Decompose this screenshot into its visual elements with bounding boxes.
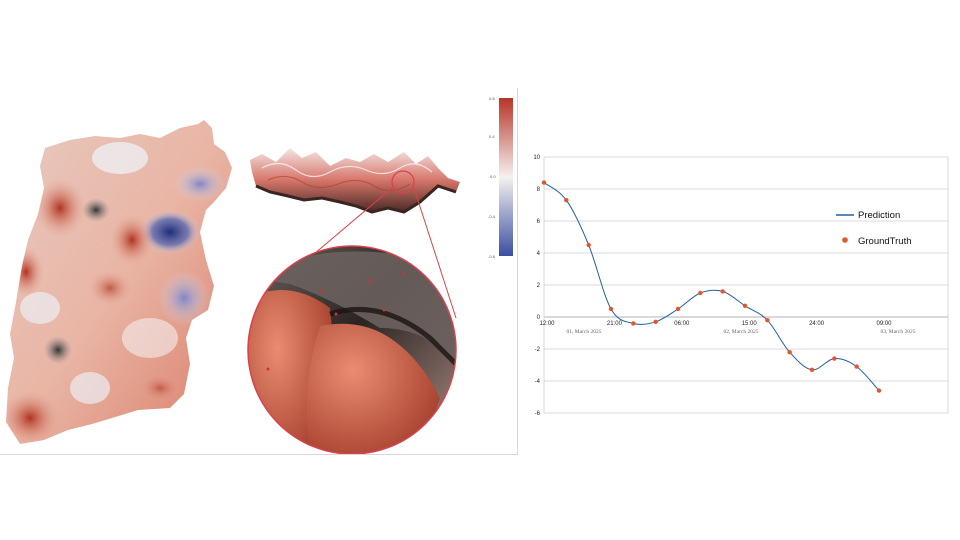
legend-label-prediction: Prediction [858, 210, 900, 221]
y-tick-label: -2 [535, 347, 541, 353]
x-tick-label: 09:00 [876, 321, 892, 327]
chart-grid [543, 156, 949, 414]
y-tick-label: 8 [537, 187, 541, 193]
colorbar-gradient [499, 98, 513, 256]
data-point [586, 242, 591, 248]
y-tick-label: -4 [535, 379, 541, 385]
line-chart: 10 8 6 4 2 0 -2 -4 -6 12:00 21:00 06:00 15:00 24:00 0… [533, 155, 949, 417]
data-point [765, 318, 770, 323]
legend-label-groundtruth: GroundTruth [858, 236, 912, 247]
y-tick-label: 0 [537, 315, 541, 321]
data-point [608, 306, 614, 312]
y-tick-label: 10 [533, 155, 540, 161]
data-point [541, 180, 547, 185]
data-point [698, 290, 703, 296]
y-tick-label: 4 [537, 251, 541, 257]
data-point [787, 350, 792, 355]
data-point [675, 306, 681, 312]
colorbar-tick: -0.8 [488, 254, 496, 259]
data-point [653, 319, 658, 324]
colorbar-tick: -0.4 [488, 214, 496, 219]
data-point [832, 356, 837, 361]
date-label: 01, March 2025 [567, 329, 602, 335]
x-axis: 12:00 21:00 06:00 15:00 24:00 09:00 [539, 321, 892, 327]
terrain-map-2d [6, 120, 232, 444]
legend-swatch-groundtruth [842, 237, 848, 243]
y-tick-label: 6 [537, 219, 541, 225]
data-point [631, 321, 636, 326]
data-point [876, 388, 882, 393]
x-tick-label: 15:00 [742, 321, 758, 327]
zoom-inset [247, 245, 457, 454]
y-axis: 10 8 6 4 2 0 -2 -4 -6 [533, 155, 540, 417]
colorbar-tick: 0.0 [490, 174, 496, 179]
data-point [809, 367, 815, 372]
x-tick-label: 12:00 [539, 321, 555, 327]
legend: Prediction GroundTruth [836, 210, 912, 247]
series-line-prediction [543, 182, 880, 391]
x-tick-label: 21:00 [607, 321, 623, 327]
terrain-surface-3d [250, 148, 460, 214]
series-points-groundtruth [541, 180, 882, 393]
line-chart-panel: 10 8 6 4 2 0 -2 -4 -6 12:00 21:00 06:00 15:00 24:00 0… [528, 140, 952, 420]
x-tick-label: 06:00 [674, 321, 690, 327]
colorbar-tick: 0.8 [489, 96, 495, 101]
date-label: 03, March 2025 [881, 329, 916, 335]
data-point [720, 289, 725, 294]
date-labels: 01, March 2025 02, March 2025 03, March 20… [567, 329, 916, 335]
terrain-visualization: 0.8 0.4 0.0 -0.4 -0.8 [6, 96, 513, 454]
x-tick-label: 24:00 [809, 321, 825, 327]
terrain-visualization-panel: 0.8 0.4 0.0 -0.4 -0.8 [0, 88, 518, 455]
y-tick-label: -6 [535, 411, 541, 417]
data-point [564, 198, 569, 203]
colorbar: 0.8 0.4 0.0 -0.4 -0.8 [488, 96, 513, 259]
data-point [742, 303, 748, 308]
date-label: 02, March 2025 [724, 329, 759, 335]
zoom-connector-right [413, 187, 457, 319]
colorbar-tick: 0.4 [489, 134, 495, 139]
data-point [854, 364, 859, 369]
y-tick-label: 2 [537, 283, 541, 289]
